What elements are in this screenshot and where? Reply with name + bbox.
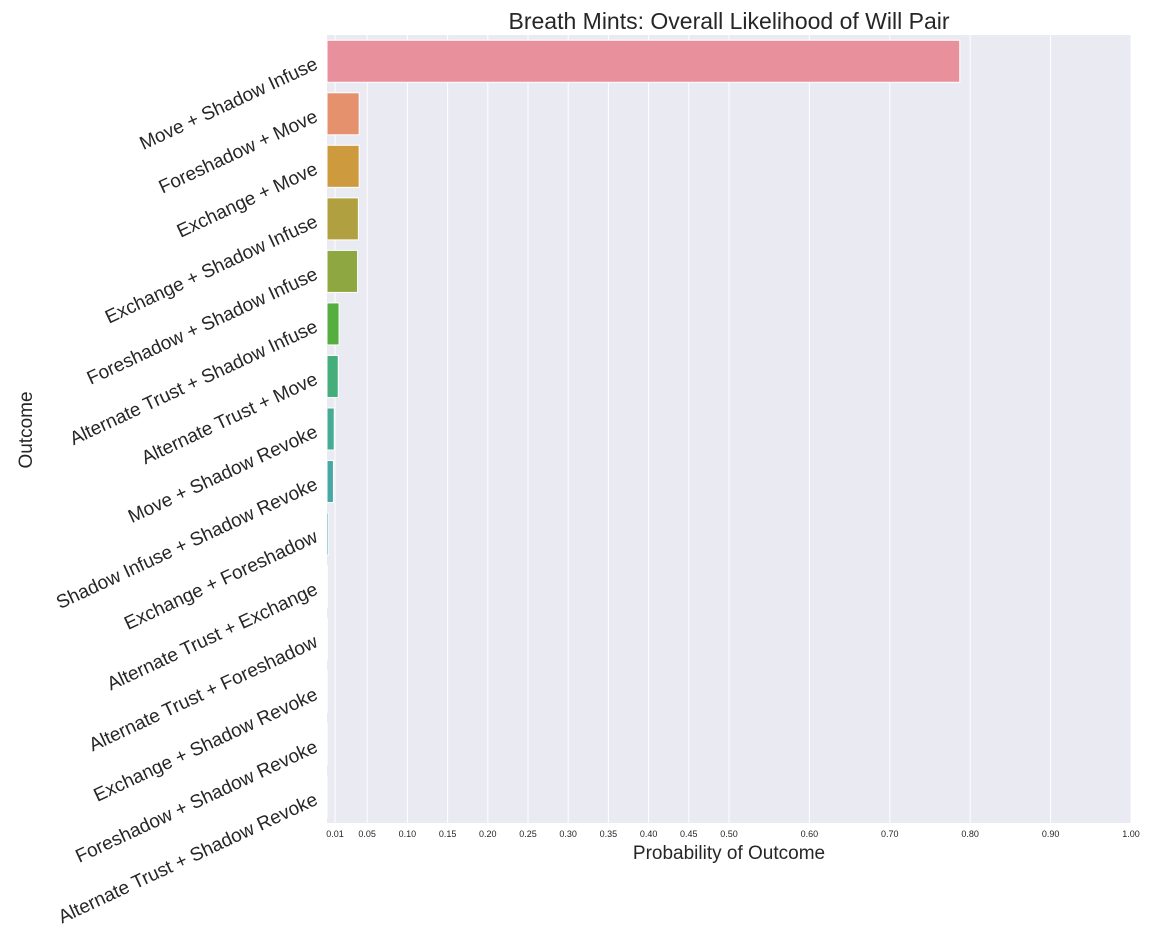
y-axis-label: Outcome: [16, 391, 37, 468]
bar: [326, 249, 359, 293]
x-tick-labels: 0.01 0.05 0.10 0.15 0.20 0.25 0.30 0.35 0.40 0.45…: [326, 829, 1139, 839]
y-tick-label: Exchange + Foreshadow: [121, 526, 321, 634]
bar: [326, 92, 360, 136]
y-tick-label: Move + Shadow Revoke: [125, 421, 321, 527]
bars: [326, 39, 961, 819]
x-tick-label: 0.80: [961, 829, 979, 839]
bar: [326, 302, 340, 346]
chart-title: Breath Mints: Overall Likelihood of Will…: [509, 8, 950, 34]
bar: [326, 197, 359, 241]
x-tick-label: 0.35: [600, 829, 618, 839]
bar: [326, 407, 335, 451]
x-tick-label: 0.30: [559, 829, 577, 839]
x-tick-label: 0.15: [439, 829, 457, 839]
x-tick-label: 0.01: [326, 829, 344, 839]
x-tick-label: 0.50: [720, 829, 738, 839]
bar: [326, 354, 339, 398]
x-tick-label: 0.05: [358, 829, 376, 839]
bar: [326, 460, 334, 504]
x-tick-label: 0.10: [399, 829, 417, 839]
x-axis-label: Probability of Outcome: [633, 843, 825, 864]
x-tick-label: 0.25: [519, 829, 537, 839]
x-tick-label: 0.40: [640, 829, 658, 839]
bar: [326, 144, 360, 188]
x-tick-label: 0.70: [881, 829, 899, 839]
bar: [326, 512, 330, 556]
x-tick-label: 0.45: [680, 829, 698, 839]
x-tick-label: 1.00: [1122, 829, 1140, 839]
y-tick-label: Move + Shadow Infuse: [137, 54, 322, 155]
grid-lines: [334, 35, 1132, 823]
x-tick-label: 0.20: [479, 829, 497, 839]
x-tick-label: 0.60: [801, 829, 819, 839]
bar: [326, 39, 961, 83]
x-tick-label: 0.90: [1042, 829, 1060, 839]
